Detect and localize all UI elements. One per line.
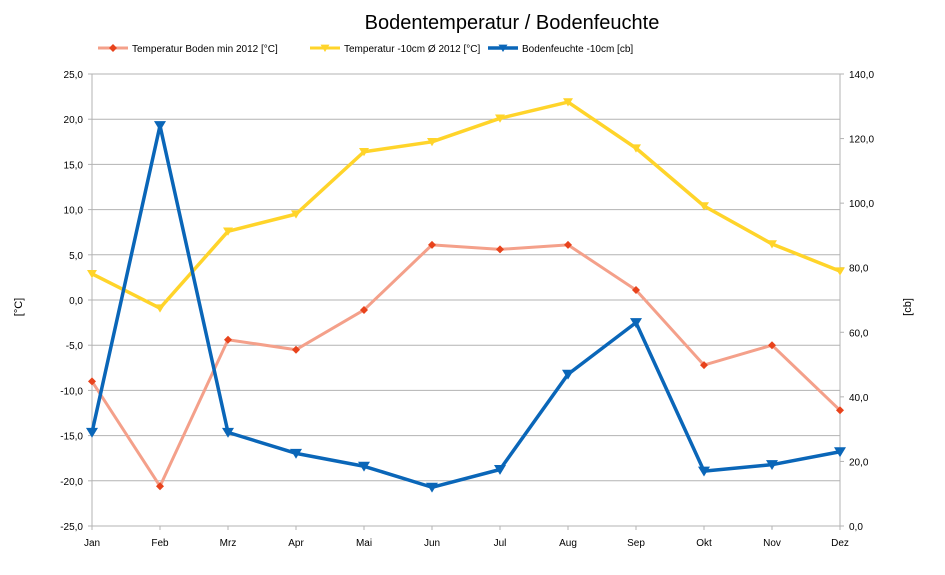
data-point bbox=[224, 335, 232, 344]
data-point bbox=[632, 286, 640, 295]
y2-tick-label: 0,0 bbox=[849, 522, 863, 533]
y-tick-label: 5,0 bbox=[69, 251, 83, 262]
data-point bbox=[292, 345, 300, 354]
legend-item: Bodenfeuchte -10cm [cb] bbox=[488, 44, 633, 55]
data-point bbox=[630, 318, 642, 328]
data-point bbox=[498, 44, 508, 53]
data-point bbox=[155, 304, 165, 313]
series-line bbox=[91, 100, 841, 310]
data-point bbox=[562, 369, 574, 380]
y-tick-label: 10,0 bbox=[64, 206, 84, 217]
data-point bbox=[834, 447, 846, 458]
data-point bbox=[426, 482, 438, 493]
data-point bbox=[290, 448, 302, 459]
x-tick-label: Okt bbox=[696, 538, 712, 549]
data-point bbox=[320, 44, 330, 53]
x-tick-label: Jul bbox=[494, 538, 507, 549]
y-tick-label: -5,0 bbox=[66, 341, 84, 352]
y2-tick-label: 40,0 bbox=[849, 393, 869, 404]
data-point bbox=[428, 240, 436, 249]
data-point bbox=[563, 98, 573, 107]
data-point bbox=[835, 267, 845, 276]
y2-tick-label: 120,0 bbox=[849, 135, 874, 146]
data-point bbox=[495, 114, 505, 123]
data-point bbox=[564, 240, 572, 249]
data-point bbox=[88, 377, 96, 386]
chart-title: Bodentemperatur / Bodenfeuchte bbox=[365, 12, 660, 34]
x-tick-label: Sep bbox=[627, 538, 645, 549]
x-tick-label: Jan bbox=[84, 538, 100, 549]
y-tick-label: -10,0 bbox=[60, 386, 83, 397]
legend-item: Temperatur -10cm Ø 2012 [°C] bbox=[310, 44, 480, 55]
x-axis-tick-labels: Jan Feb Mrz Apr Mai Jun Jul Aug Sep Okt Nov Dez bbox=[84, 538, 849, 549]
y-tick-label: -15,0 bbox=[60, 432, 83, 443]
data-point bbox=[359, 147, 369, 157]
data-point bbox=[291, 210, 301, 219]
legend: Temperatur Boden min 2012 [°C] Temperatur… bbox=[98, 44, 633, 55]
x-tick-label: Jun bbox=[424, 538, 440, 549]
x-tick-label: Mrz bbox=[220, 538, 237, 549]
data-point bbox=[360, 305, 368, 314]
legend-label: Temperatur Boden min 2012 [°C] bbox=[132, 44, 278, 55]
y-tick-label: 15,0 bbox=[64, 160, 84, 171]
data-point bbox=[109, 44, 117, 52]
series-line bbox=[90, 123, 841, 490]
axes bbox=[88, 73, 844, 530]
data-point bbox=[699, 202, 709, 211]
x-tick-label: Feb bbox=[151, 538, 169, 549]
series-1 bbox=[88, 240, 844, 491]
data-point bbox=[427, 138, 437, 147]
data-point bbox=[631, 144, 641, 153]
data-series bbox=[86, 98, 846, 493]
y2-axis-label: [cb] bbox=[902, 298, 914, 316]
data-point bbox=[767, 240, 777, 249]
y-axis-tick-labels: 25,0 20,0 15,0 10,0 5,0 0,0 -5,0 -10,0 -15,0 -20,… bbox=[60, 70, 83, 533]
legend-label: Bodenfeuchte -10cm [cb] bbox=[522, 44, 633, 55]
x-tick-label: Apr bbox=[288, 538, 304, 549]
x-tick-label: Nov bbox=[763, 538, 781, 549]
data-point bbox=[154, 121, 166, 132]
data-point bbox=[87, 270, 97, 279]
data-point bbox=[836, 406, 844, 415]
data-point bbox=[494, 465, 506, 475]
data-point bbox=[768, 341, 776, 350]
y-tick-label: 0,0 bbox=[69, 296, 83, 307]
x-tick-label: Mai bbox=[356, 538, 372, 549]
x-tick-label: Aug bbox=[559, 538, 577, 549]
x-tick-label: Dez bbox=[831, 538, 849, 549]
y2-tick-label: 20,0 bbox=[849, 457, 869, 468]
y-tick-label: -25,0 bbox=[60, 522, 83, 533]
data-point bbox=[496, 245, 504, 254]
gridlines bbox=[92, 73, 840, 527]
data-point bbox=[222, 427, 234, 438]
y2-tick-label: 80,0 bbox=[849, 264, 869, 275]
y2-tick-label: 140,0 bbox=[849, 70, 874, 81]
data-point bbox=[698, 466, 710, 477]
y-tick-label: -20,0 bbox=[60, 477, 83, 488]
y-tick-label: 25,0 bbox=[64, 70, 84, 81]
data-point bbox=[156, 482, 164, 491]
y2-tick-label: 60,0 bbox=[849, 328, 869, 339]
series-3 bbox=[86, 121, 846, 493]
y-axis-label: [°C] bbox=[13, 298, 25, 316]
series-line bbox=[90, 243, 842, 488]
legend-item: Temperatur Boden min 2012 [°C] bbox=[98, 44, 278, 55]
y-tick-label: 20,0 bbox=[64, 115, 84, 126]
legend-label: Temperatur -10cm Ø 2012 [°C] bbox=[344, 44, 480, 55]
series-2 bbox=[87, 98, 845, 313]
data-point bbox=[358, 461, 370, 472]
data-point bbox=[86, 427, 98, 438]
data-point bbox=[700, 361, 708, 370]
y2-axis-tick-labels: 140,0 120,0 100,0 80,0 60,0 40,0 20,0 0,0 bbox=[849, 70, 874, 533]
y2-tick-label: 100,0 bbox=[849, 199, 874, 210]
data-point bbox=[766, 460, 778, 471]
data-point bbox=[223, 227, 233, 236]
